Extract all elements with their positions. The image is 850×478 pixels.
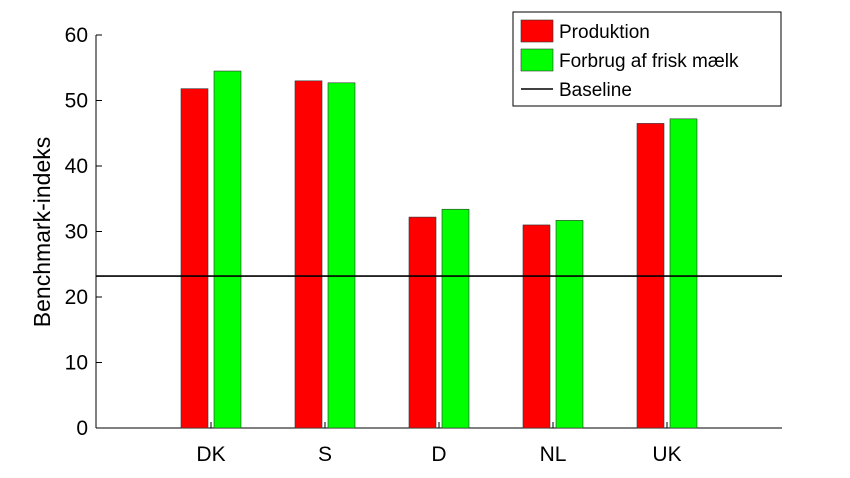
bar-forbrug-uk [669, 118, 698, 429]
legend-swatch [520, 48, 554, 72]
y-tick-label: 20 [65, 286, 88, 309]
y-tick-label: 0 [76, 417, 88, 440]
y-axis-label: Benchmark-indeks [29, 137, 55, 327]
x-tick-label: NL [540, 443, 567, 466]
y-tick-label: 10 [65, 352, 88, 375]
bar-produktion-nl [522, 224, 551, 429]
y-tick-label: 40 [65, 155, 88, 178]
x-tick-label: UK [652, 443, 681, 466]
bar-forbrug-dk [213, 70, 242, 429]
bar-forbrug-d [441, 208, 470, 429]
legend-box [512, 11, 782, 107]
legend-label: Forbrug af frisk mælk [559, 51, 739, 72]
legend-swatch [520, 19, 554, 43]
bars [180, 70, 698, 429]
bar-produktion-dk [180, 88, 209, 429]
legend-label: Produktion [559, 22, 650, 43]
bar-produktion-d [408, 216, 437, 429]
bar-forbrug-nl [555, 220, 584, 429]
y-tick-label: 60 [65, 24, 88, 47]
x-tick-label: D [431, 443, 446, 466]
x-tick-label: DK [196, 443, 225, 466]
y-tick-label: 50 [65, 90, 88, 113]
y-tick-label: 30 [65, 221, 88, 244]
bar-forbrug-s [327, 82, 356, 429]
y-axis: 0 10 20 30 40 50 60 [65, 24, 102, 440]
legend: Produktion Forbrug af frisk mælk Baseline [512, 11, 782, 107]
legend-label: Baseline [559, 80, 632, 101]
x-tick-label: S [318, 443, 332, 466]
bar-produktion-s [294, 80, 323, 429]
x-axis: DK S D NL UK [96, 422, 782, 466]
